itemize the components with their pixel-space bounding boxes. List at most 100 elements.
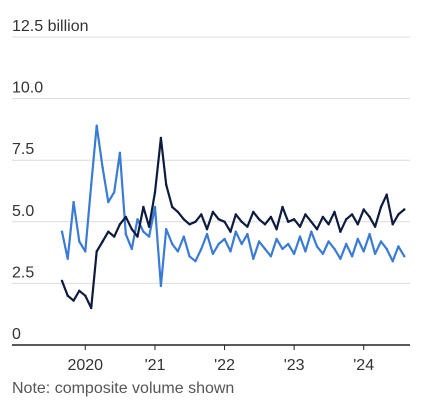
data-point	[234, 230, 237, 233]
data-point	[176, 210, 180, 214]
data-point	[287, 242, 290, 246]
data-point	[339, 230, 342, 233]
data-point	[205, 228, 209, 231]
data-point	[240, 242, 243, 246]
data-point	[217, 242, 220, 246]
data-point	[269, 215, 273, 219]
data-point	[211, 210, 215, 214]
x-tick-label: '24	[353, 357, 374, 374]
data-point	[321, 215, 325, 219]
data-point	[200, 247, 203, 251]
data-point	[391, 260, 394, 263]
data-point	[223, 237, 226, 241]
data-point	[159, 136, 163, 140]
data-point	[165, 183, 168, 186]
y-tick-label: 10.0	[12, 80, 43, 97]
x-tick-label: '22	[214, 357, 235, 374]
data-point	[379, 240, 383, 243]
data-point	[217, 218, 220, 221]
data-point	[107, 230, 110, 233]
x-tick-label: '23	[284, 357, 305, 374]
data-point	[385, 247, 388, 251]
data-point	[403, 255, 406, 258]
chart-note: Note: composite volume shown	[12, 380, 235, 397]
data-point	[147, 225, 151, 228]
data-point	[124, 232, 128, 236]
data-point	[275, 228, 278, 231]
data-point	[397, 245, 400, 248]
data-point	[229, 230, 232, 233]
x-tick-label: 2020	[67, 357, 103, 374]
data-point	[339, 257, 342, 260]
data-point	[315, 228, 319, 231]
data-point	[362, 208, 365, 211]
data-point	[66, 294, 69, 297]
data-point	[84, 250, 87, 253]
data-point	[373, 225, 377, 228]
data-point	[333, 210, 336, 214]
data-point	[182, 218, 185, 221]
data-point	[350, 255, 354, 258]
data-point	[403, 208, 406, 211]
data-point	[304, 213, 307, 216]
data-point	[95, 250, 98, 253]
data-point	[142, 205, 145, 209]
y-tick-label: 0	[12, 326, 21, 343]
y-tick-label: 2.5	[12, 264, 34, 281]
series-0	[60, 124, 406, 288]
data-point	[159, 284, 163, 288]
data-point	[252, 257, 255, 260]
data-point	[345, 218, 348, 221]
y-tick-label: 12.5 billion	[12, 18, 89, 35]
data-point	[153, 191, 157, 194]
data-point	[142, 230, 145, 233]
data-point	[90, 306, 93, 310]
series-line	[60, 136, 406, 310]
data-point	[118, 223, 122, 226]
data-point	[234, 213, 237, 216]
data-point	[287, 220, 290, 223]
data-point	[194, 220, 197, 223]
data-point	[252, 210, 255, 214]
y-tick-label: 7.5	[12, 141, 34, 158]
data-point	[379, 205, 383, 209]
data-point	[194, 260, 197, 263]
data-point	[246, 232, 249, 236]
data-point	[263, 247, 267, 251]
data-point	[304, 250, 307, 253]
data-point	[350, 213, 354, 216]
data-point	[315, 245, 319, 248]
gridlines	[12, 36, 410, 284]
data-point	[72, 299, 75, 302]
data-point	[263, 223, 267, 226]
data-point	[368, 215, 371, 219]
data-point	[356, 237, 359, 241]
data-point	[95, 124, 98, 127]
data-point	[292, 218, 296, 221]
data-point	[310, 220, 313, 223]
data-point	[78, 289, 81, 292]
data-point	[298, 235, 302, 238]
data-point	[188, 255, 191, 258]
data-point	[333, 247, 336, 251]
series-lines	[60, 124, 406, 310]
data-point	[60, 279, 64, 283]
y-tick-label: 5.0	[12, 203, 34, 220]
data-point	[130, 228, 133, 231]
data-point	[130, 247, 133, 251]
data-point	[182, 235, 185, 238]
data-point	[345, 242, 348, 246]
data-point	[257, 240, 261, 243]
data-point	[356, 223, 359, 226]
data-point	[188, 223, 191, 226]
data-point	[118, 151, 122, 154]
data-point	[269, 255, 273, 258]
data-point	[373, 252, 377, 255]
data-point	[229, 250, 232, 253]
data-point	[136, 218, 139, 221]
data-point	[385, 193, 388, 196]
data-point	[211, 252, 215, 255]
data-point	[101, 240, 104, 243]
data-point	[327, 240, 330, 243]
